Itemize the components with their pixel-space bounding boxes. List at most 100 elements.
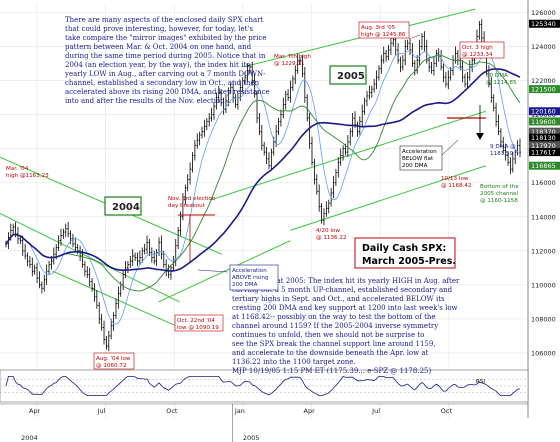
annotation-text: Aug. 3rd '05 (361, 25, 396, 31)
x-tick-label: Oct (441, 407, 453, 415)
commentary-line: pattern between Mar. & Oct. 2004 on one … (65, 43, 252, 51)
y-tick-label: 122000 (531, 77, 556, 85)
price-tag-label: 120160 (531, 108, 556, 116)
price-tag-label: 116865 (531, 162, 556, 170)
rsi-panel (0, 369, 529, 403)
y-tick-label: 112000 (531, 247, 556, 255)
year-box-2004: 2004 (104, 196, 142, 216)
price-tag (529, 127, 560, 136)
annotation-text: 2005 channel (480, 191, 519, 197)
annotation-text: high @1163.23 (6, 173, 49, 179)
annotation-text: Mar. 7th high (274, 54, 311, 60)
commentary-line: cresting 200 DMA and key support at 1200… (232, 304, 458, 312)
annotation-oct3-high: Oct. 3 high @ 1233.34 (459, 41, 505, 59)
annotation-text: @ 1229.11 (274, 61, 305, 67)
annotation-oct22-low: Oct. 22nd '04 low @ 1090.19 (174, 314, 224, 332)
annotation-text: @ 1136.22 (316, 235, 347, 241)
annotation-text: 1183.59 (490, 151, 514, 157)
annotation-channel-bottom: Bottom of the 2005 channel @ 1160-1158 (480, 184, 519, 204)
y-tick-label: 106000 (531, 349, 556, 357)
annotation-mar7-high: Mar. 7th high @ 1229.11 (274, 54, 311, 67)
commentary-top: There are many aspects of the enclosed d… (64, 16, 270, 105)
commentary-line: tertiary highs in Sept. and Oct., and ac… (232, 295, 445, 303)
y-tick-label: 110000 (531, 281, 556, 289)
price-tag-label: 118370 (531, 128, 556, 136)
x-tick-label: Jul (97, 407, 106, 415)
price-tag (529, 107, 560, 116)
annotation-50dma: 50 DMA @ 1214.85 (486, 73, 517, 86)
annotation-text: Acceleration (402, 149, 437, 155)
channel-line (290, 165, 486, 231)
commentary-line: yearly LOW in Aug., after carving out a … (64, 70, 266, 78)
annotation-text: ABOVE rising (232, 275, 269, 281)
commentary-line: during the same time period during 2005.… (65, 52, 266, 60)
commentary-line: accelerated above its rising 200 DMA, an… (65, 88, 270, 96)
x-tick-label: Apr (304, 407, 316, 415)
annotation-oct13-low: 10/13 low @ 1168.42 (441, 176, 472, 189)
commentary-line: take compare the "mirror images" exhibit… (65, 34, 266, 42)
commentary-line: There are many aspects of the enclosed d… (65, 16, 264, 24)
channel-line (211, 110, 486, 201)
commentary-line: that could prove interesting, however, f… (65, 25, 253, 33)
price-tag (529, 161, 560, 170)
annotation-mar04-high: Mar. '04 high @1163.23 (6, 166, 49, 179)
price-tag-label: 125340 (531, 20, 556, 28)
moving-averages (5, 50, 521, 325)
commentary-line: ... Now look at 2005: The index hit its … (232, 277, 460, 285)
x-tick-label: Jan (234, 407, 245, 415)
annotation-arrows (178, 34, 486, 273)
annotation-text: BELOW flat (402, 156, 434, 162)
annotation-text: day breakout (168, 203, 206, 209)
x-tick-label: Jul (371, 407, 380, 415)
annotation-text: @ 1168.42 (441, 183, 472, 189)
price-tag (529, 148, 560, 157)
commentary-line: channel around 1159? If the 2005-2004 in… (232, 322, 438, 330)
annotation-9dma: 9 DMA @ 1183.59 (490, 144, 516, 157)
y-axis-panel (528, 0, 560, 442)
annotation-text: 10/13 low (441, 176, 469, 182)
annotation-aug04-low: Aug. '04 low @ 1060.72 (93, 352, 135, 370)
commentary-bottom: ... Now look at 2005: The index hit its … (232, 277, 460, 375)
annotation-apr20-low: 4/20 low @ 1136.22 (316, 228, 347, 241)
annotation-text: Oct. 22nd '04 (177, 318, 215, 324)
annotation-text: @ 1160-1158 (480, 198, 518, 204)
chart-title: Daily Cash SPX: (362, 243, 446, 254)
annotation-text: Aug. '04 low (96, 356, 131, 362)
price-tag-label: 118130 (531, 134, 556, 142)
annotation-text: Mar. '04 (6, 166, 29, 172)
x-axis: Apr Jul Oct Jan Apr Jul Oct 2004 2005 (0, 403, 528, 442)
annotation-text: 50 DMA (486, 73, 508, 79)
annotation-nov-election: Nov. 3rd election day breakout (168, 196, 216, 209)
commentary-line: 2004 (an election year, by the way), the… (65, 61, 250, 69)
annotation-text: Nov. 3rd election (168, 196, 216, 202)
price-tag-label: 117617 (531, 149, 556, 157)
ma200-line (5, 68, 521, 272)
annotation-accel-below: Acceleration BELOW flat 200 DMA (399, 145, 443, 171)
y-tick-label: 124000 (531, 43, 556, 51)
price-tag (529, 85, 560, 94)
commentary-line: and accelerate to the downside beneath t… (232, 349, 429, 357)
annotation-text: @ 1060.72 (96, 363, 127, 369)
year-box-2005: 2005 (329, 65, 367, 85)
x-year-label: 2004 (21, 434, 38, 442)
price-tag-label: 121500 (531, 86, 556, 94)
commentary-line: MJP 10/19/05 1:15 PM ET (1175.39... e-SP… (232, 367, 431, 375)
plot-background (0, 0, 528, 386)
price-tag (529, 19, 560, 28)
annotation-text: @ 1233.34 (462, 52, 493, 58)
price-tag-label: 117970 (531, 142, 556, 150)
annotation-text: low @ 1090.19 (177, 325, 219, 331)
annotation-text: @ 1214.85 (486, 80, 517, 86)
y-tick-label: 108000 (531, 315, 556, 323)
annotation-text: 200 DMA (232, 282, 258, 288)
rsi-label: RSI (476, 379, 485, 385)
price-tag (529, 141, 560, 150)
year-label: 2004 (112, 202, 140, 213)
commentary-line: at 1168.42-- possibly on the way to test… (232, 313, 436, 321)
commentary-line: carving-out a 5 month UP-channel, establ… (232, 286, 453, 294)
commentary-line: into and after the results of the Nov. e… (65, 97, 231, 105)
ma9-line (5, 50, 521, 325)
annotation-text: 200 DMA (402, 163, 428, 169)
annotation-text: Acceleration (232, 268, 267, 274)
